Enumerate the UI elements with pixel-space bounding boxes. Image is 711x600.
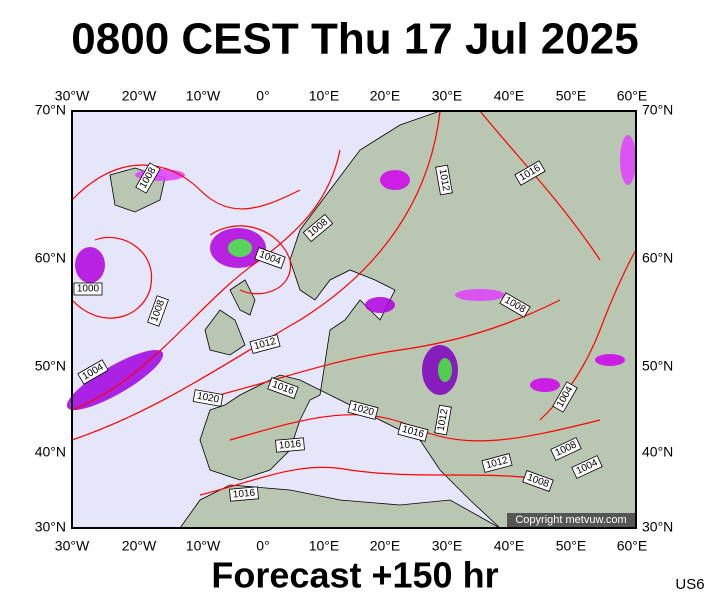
land: [109, 110, 637, 529]
axis-labels: 30°W 30°W 20°W 20°W 10°W 10°W 0° 0° 10°E 10°E 20°E…: [35, 88, 674, 554]
lat-label: 40°N: [35, 444, 66, 460]
lat-label: 40°N: [642, 444, 673, 460]
lat-label: 60°N: [35, 250, 66, 266]
lat-label: 60°N: [642, 250, 673, 266]
lon-label: 30°W: [55, 538, 90, 554]
isobar-label: 1012: [436, 408, 451, 432]
lon-label: 30°W: [55, 88, 90, 104]
lat-label: 70°N: [642, 102, 673, 118]
lon-label: 20°W: [122, 538, 157, 554]
isobar-label: 1016: [232, 488, 256, 501]
copyright: Copyright metvuw.com: [515, 514, 626, 526]
lon-label: 20°E: [370, 88, 401, 104]
lon-label: 50°E: [556, 538, 587, 554]
map: 1008 1008 1012 1016 1004 1000 1008 1008 …: [35, 88, 674, 554]
lat-label: 50°N: [35, 358, 66, 374]
isobar-label: 1020: [196, 391, 220, 406]
isobar-labels: 1008 1008 1012 1016 1004 1000 1008 1008 …: [73, 160, 603, 502]
lat-label: 50°N: [642, 358, 673, 374]
lon-label: 10°E: [309, 88, 340, 104]
isobar-label: 1000: [77, 284, 100, 295]
forecast-label: Forecast +150 hr: [211, 555, 498, 596]
lon-label: 40°E: [494, 538, 525, 554]
lon-label: 60°E: [617, 88, 648, 104]
lat-label: 30°N: [642, 519, 673, 535]
lon-label: 20°E: [370, 538, 401, 554]
lon-label: 50°E: [556, 88, 587, 104]
isobar-label: 1016: [278, 439, 302, 452]
run-code: US6: [675, 576, 704, 593]
lon-label: 60°E: [617, 538, 648, 554]
title: 0800 CEST Thu 17 Jul 2025: [71, 15, 638, 64]
isobars: [71, 110, 637, 496]
lon-label: 30°E: [432, 538, 463, 554]
lon-label: 10°W: [186, 88, 221, 104]
lon-label: 0°: [256, 538, 269, 554]
lon-label: 20°W: [122, 88, 157, 104]
copyright-box: [507, 513, 636, 527]
lon-label: 10°E: [309, 538, 340, 554]
lon-label: 0°: [256, 88, 269, 104]
lon-label: 10°W: [186, 538, 221, 554]
lat-label: 70°N: [35, 102, 66, 118]
isobar-label: 1012: [437, 168, 452, 192]
lat-label: 30°N: [35, 519, 66, 535]
lon-label: 30°E: [432, 88, 463, 104]
lon-label: 40°E: [494, 88, 525, 104]
map-frame: [71, 110, 637, 529]
precipitation: [66, 135, 636, 411]
